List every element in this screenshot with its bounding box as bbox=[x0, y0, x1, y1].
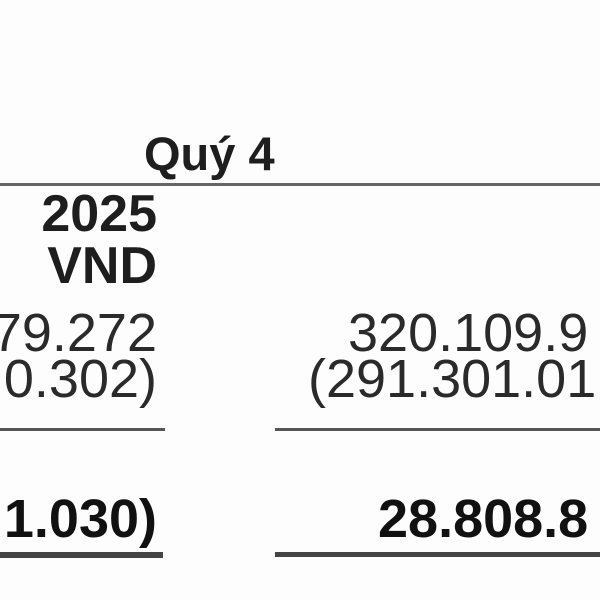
year-header: 2025 bbox=[41, 185, 157, 243]
row-1-col-2: 320.109.9 bbox=[348, 303, 589, 363]
total-double-rule-col-1 bbox=[0, 552, 163, 558]
currency-header: VND bbox=[47, 237, 157, 295]
period-header: Quý 4 bbox=[144, 127, 275, 180]
subtotal-rule-col-1 bbox=[0, 428, 165, 431]
header-rule bbox=[0, 183, 600, 186]
total-col-1: 1.030) bbox=[3, 489, 157, 549]
row-2-col-1: 0.302) bbox=[3, 349, 157, 409]
total-col-2: 28.808.8 bbox=[378, 489, 589, 549]
total-double-rule-col-2 bbox=[275, 552, 600, 557]
row-2-col-2: (291.301.01 bbox=[308, 349, 597, 409]
row-1-col-1: 79.272 bbox=[0, 303, 157, 363]
subtotal-rule-col-2 bbox=[275, 428, 600, 431]
